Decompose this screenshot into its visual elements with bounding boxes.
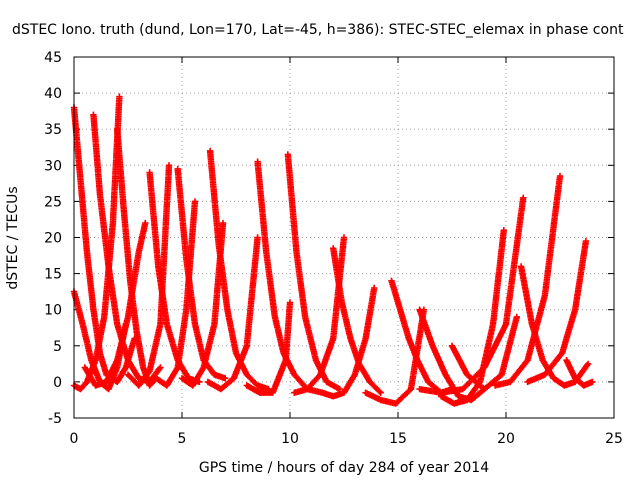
series-markers [90, 111, 164, 386]
series-markers [114, 126, 160, 389]
series-markers [330, 245, 384, 396]
x-tick-label: 0 [70, 431, 79, 447]
series-markers [124, 162, 173, 389]
y-tick-label: 0 [53, 375, 62, 391]
series-pass-10 [152, 198, 199, 389]
y-tick-label: 10 [44, 303, 62, 319]
series-markers [319, 284, 378, 400]
series-pass-29 [563, 357, 596, 389]
series-pass-14 [204, 234, 261, 393]
series-markers [243, 299, 294, 396]
series-pass-28 [524, 237, 590, 386]
x-tick-label: 15 [389, 431, 407, 447]
y-axis-label: dSTEC / TECUs [5, 186, 21, 289]
y-axis: -5 0 5 10 15 20 25 30 35 40 45 [44, 50, 614, 427]
y-tick-label: 15 [44, 267, 62, 283]
series-pass-16 [243, 299, 294, 396]
series-markers [152, 198, 199, 389]
series-markers [448, 313, 520, 393]
x-tick-label: 20 [497, 431, 515, 447]
y-tick-label: -5 [48, 411, 62, 427]
series-pass-08 [124, 162, 173, 389]
series-pass-21 [362, 306, 428, 407]
y-tick-label: 30 [44, 158, 62, 174]
series-markers [563, 357, 596, 389]
x-tick-label: 5 [178, 431, 187, 447]
x-axis: 0 5 10 15 20 25 [70, 57, 623, 447]
series-pass-05 [114, 126, 160, 389]
series-pass-06 [81, 219, 149, 389]
x-tick-label: 10 [281, 431, 299, 447]
y-tick-label: 25 [44, 194, 62, 210]
y-tick-label: 45 [44, 50, 62, 66]
series-pass-25 [448, 313, 520, 393]
series-pass-27 [492, 172, 564, 389]
y-tick-label: 20 [44, 231, 62, 247]
series-markers [81, 219, 149, 389]
series-pass-12 [178, 219, 227, 389]
series-markers [362, 306, 428, 407]
series-markers [492, 172, 564, 389]
x-axis-label: GPS time / hours of day 284 of year 2014 [199, 460, 489, 476]
series-markers [524, 237, 590, 386]
series-pass-18 [330, 245, 384, 396]
plot-frame [73, 56, 615, 419]
data-series [70, 93, 596, 407]
series-markers [416, 194, 527, 396]
y-tick-label: 5 [53, 339, 62, 355]
series-pass-04 [90, 111, 164, 386]
chart-title: dSTEC Iono. truth (dund, Lon=170, Lat=-4… [12, 22, 624, 38]
series-markers [204, 234, 261, 393]
x-tick-label: 25 [605, 431, 623, 447]
series-pass-19 [319, 284, 378, 400]
series-pass-24 [416, 194, 527, 396]
y-tick-label: 35 [44, 122, 62, 138]
y-tick-label: 40 [44, 86, 62, 102]
series-markers [178, 219, 227, 389]
